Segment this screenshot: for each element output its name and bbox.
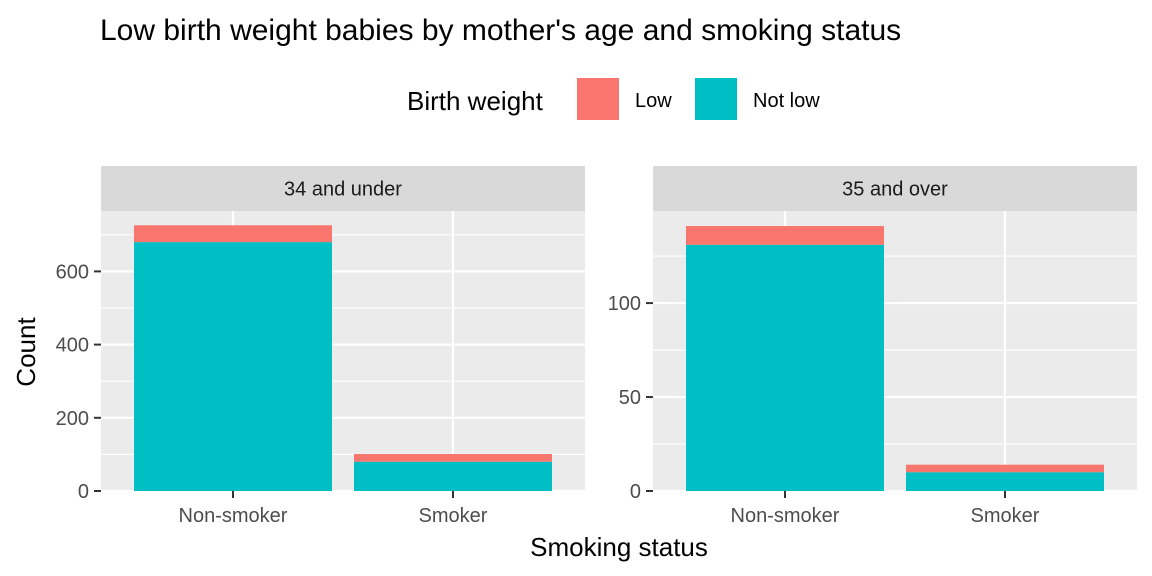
legend-label-not-low: Not low: [753, 90, 820, 112]
bar-not-low-non-smoker: [686, 244, 884, 491]
x-tick-label: Non-smoker: [731, 505, 840, 527]
y-axis-title: Count: [11, 317, 41, 387]
y-tick-label: 100: [608, 293, 641, 315]
legend-label-low: Low: [635, 90, 672, 112]
facet-strip-label: 35 and over: [842, 179, 948, 201]
bar-low-non-smoker: [686, 226, 884, 245]
panel-34-and-under: 34 and under 0 200 400 600 Non-smoker Smoker: [56, 166, 585, 527]
legend-key-not-low: [693, 76, 739, 122]
facet-strip-label: 34 and under: [284, 179, 402, 201]
legend-key-low: [575, 76, 621, 122]
legend: Birth weight Low Not low: [407, 76, 820, 122]
y-tick-label: 0: [630, 481, 641, 503]
bar-not-low-smoker: [354, 461, 552, 491]
bar-low-smoker: [354, 454, 552, 462]
facet-strip: [101, 166, 585, 211]
y-tick-label: 200: [56, 408, 89, 430]
x-axis-title: Smoking status: [530, 532, 708, 562]
y-tick-label: 600: [56, 261, 89, 283]
x-tick-label: Smoker: [971, 505, 1040, 527]
y-tick-label: 0: [78, 481, 89, 503]
y-tick-label: 400: [56, 335, 89, 357]
bar-not-low-non-smoker: [134, 242, 332, 491]
panel-35-and-over: 35 and over 0 50 100 Non-smoker Smoker: [608, 166, 1137, 527]
x-tick-label: Smoker: [419, 505, 488, 527]
legend-title: Birth weight: [407, 86, 544, 116]
x-tick-label: Non-smoker: [179, 505, 288, 527]
bar-not-low-smoker: [906, 472, 1104, 491]
chart-title: Low birth weight babies by mother's age …: [100, 14, 901, 47]
bar-low-smoker: [906, 464, 1104, 473]
y-tick-label: 50: [619, 387, 641, 409]
bar-low-non-smoker: [134, 225, 332, 243]
facet-strip: [653, 166, 1137, 211]
